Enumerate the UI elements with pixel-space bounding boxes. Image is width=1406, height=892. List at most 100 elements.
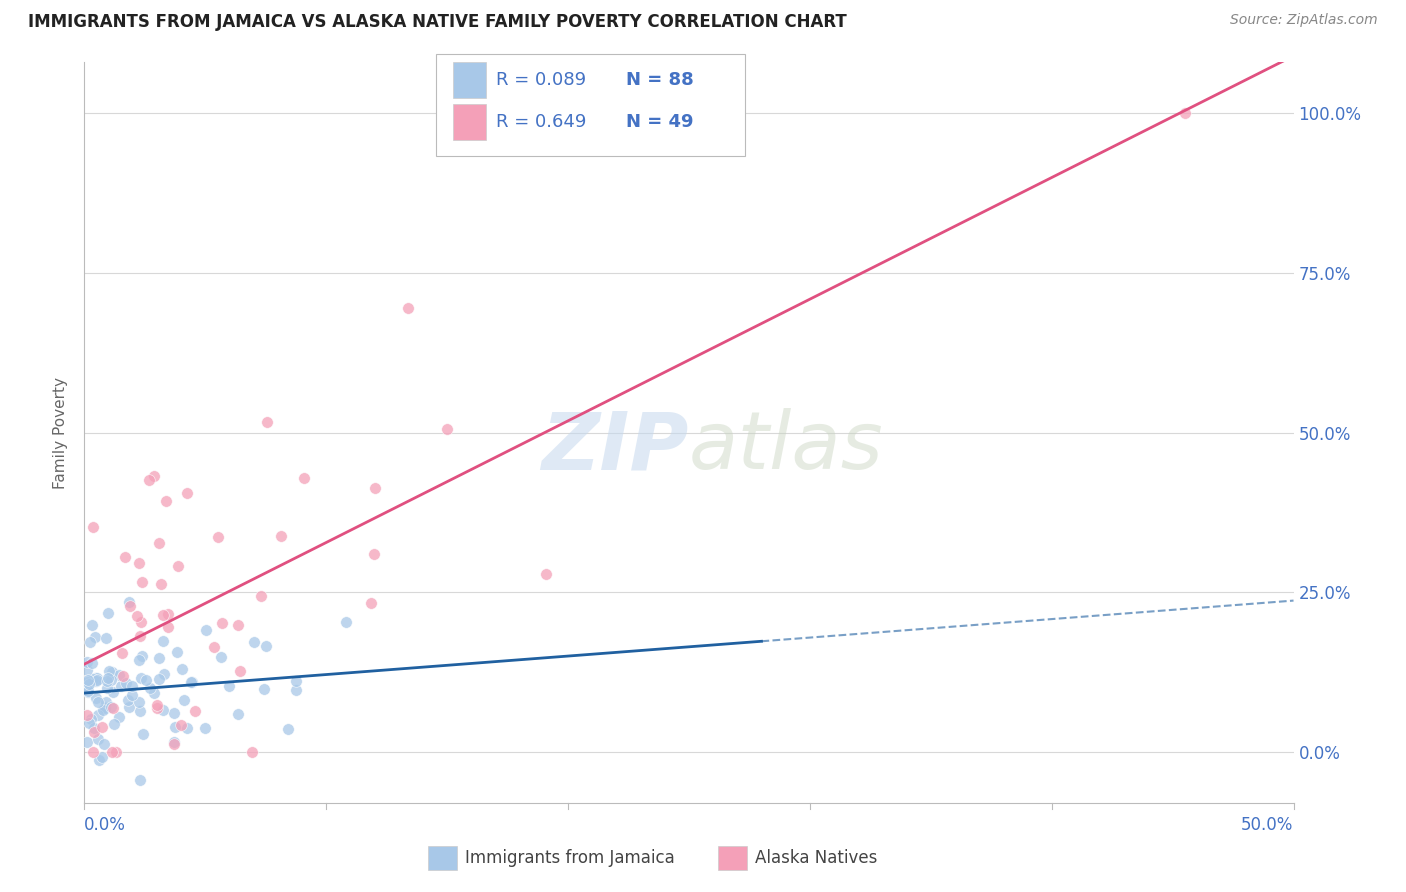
Point [105, 745, 128, 759]
Point [131, 574, 153, 589]
Point [169, 717, 191, 731]
Point [131, 648, 153, 663]
Point [96, 695, 118, 709]
Point [112, 669, 135, 683]
Point [218, 679, 240, 693]
Point [77, 673, 100, 688]
Point [82, 672, 104, 686]
Point [76, 681, 98, 695]
Point [284, 673, 307, 688]
Point [396, 301, 419, 316]
Point [83, 725, 105, 739]
Text: Alaska Natives: Alaska Natives [755, 849, 877, 867]
Point [128, 695, 150, 709]
Point [96, 673, 118, 688]
Point [79, 712, 101, 726]
Point [128, 653, 150, 667]
Point [163, 737, 186, 751]
Point [96, 631, 118, 645]
Point [125, 609, 148, 624]
Point [76, 656, 98, 670]
Point [254, 639, 277, 653]
Point [97, 671, 120, 685]
Point [152, 607, 174, 622]
Point [97, 665, 120, 679]
Point [86, 671, 108, 685]
Point [96, 681, 118, 695]
Point [285, 682, 308, 697]
Point [129, 671, 152, 685]
Point [117, 693, 139, 707]
Point [534, 567, 557, 582]
Point [209, 650, 232, 665]
Point [163, 720, 186, 734]
Point [77, 715, 100, 730]
Point [83, 671, 105, 685]
Point [364, 481, 387, 495]
Point [229, 664, 252, 678]
Point [152, 703, 174, 717]
Point [94, 700, 117, 714]
Point [82, 745, 104, 759]
Point [87, 753, 110, 767]
Point [157, 607, 180, 621]
Point [138, 473, 160, 487]
Point [128, 704, 150, 718]
Point [76, 674, 98, 689]
Point [94, 701, 117, 715]
Point [363, 547, 385, 561]
Point [76, 735, 98, 749]
Point [176, 722, 198, 736]
Point [118, 699, 141, 714]
Point [256, 415, 278, 429]
Point [79, 634, 101, 648]
Point [101, 745, 124, 759]
Point [76, 708, 98, 723]
Point [111, 646, 134, 660]
Point [114, 550, 136, 565]
Text: ZIP: ZIP [541, 409, 689, 486]
Point [93, 703, 115, 717]
Point [207, 530, 229, 544]
Point [176, 486, 198, 500]
Point [143, 686, 166, 700]
Point [103, 717, 125, 731]
Point [226, 618, 249, 632]
Point [139, 681, 162, 696]
Point [76, 663, 98, 677]
Point [148, 672, 170, 686]
Point [270, 529, 292, 543]
Point [132, 727, 155, 741]
Point [121, 679, 143, 693]
Point [97, 606, 120, 620]
Text: 50.0%: 50.0% [1241, 815, 1294, 833]
Point [292, 471, 315, 485]
Y-axis label: Family Poverty: Family Poverty [53, 376, 69, 489]
Point [86, 732, 108, 747]
Point [184, 704, 207, 718]
Point [194, 623, 217, 637]
Point [163, 706, 186, 721]
Point [77, 683, 100, 698]
Point [146, 701, 169, 715]
Point [162, 735, 184, 749]
Point [114, 675, 136, 690]
Point [86, 673, 108, 687]
Point [103, 701, 125, 715]
Point [143, 469, 166, 483]
Point [157, 619, 180, 633]
Point [167, 558, 190, 573]
Point [107, 710, 129, 724]
Point [82, 617, 104, 632]
Point [87, 694, 110, 708]
Point [211, 616, 233, 631]
Point [118, 595, 141, 609]
Point [436, 422, 458, 436]
FancyBboxPatch shape [427, 847, 457, 871]
Point [135, 673, 157, 687]
Point [181, 674, 204, 689]
Point [180, 674, 202, 689]
Point [149, 576, 172, 591]
Point [100, 700, 122, 714]
FancyBboxPatch shape [718, 847, 747, 871]
